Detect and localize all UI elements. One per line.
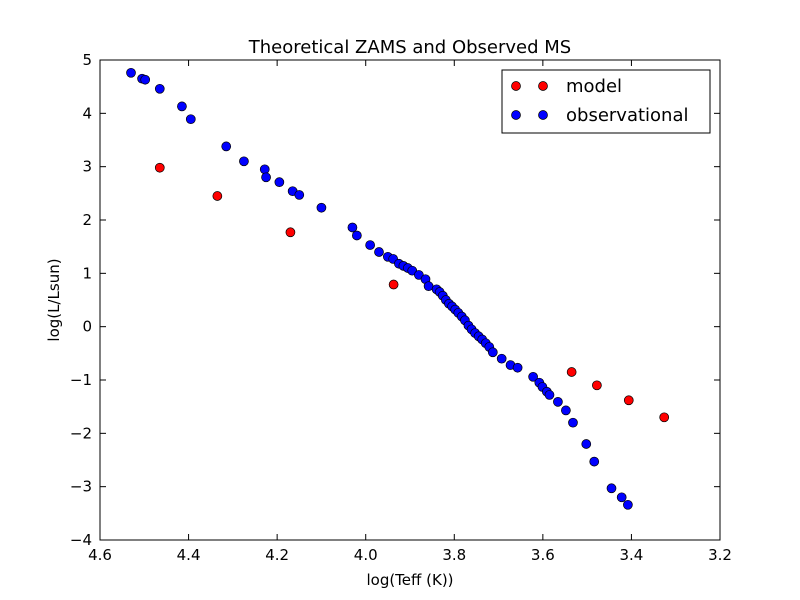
y-tick-label: 4: [82, 104, 92, 122]
data-point-observational: [239, 156, 249, 167]
data-point-observational: [623, 499, 633, 510]
data-point-observational: [496, 353, 507, 364]
y-tick-label: 0: [82, 318, 92, 336]
data-point-observational: [616, 492, 627, 503]
x-tick-label: 3.2: [708, 546, 732, 564]
x-axis-label: log(Teff (K)): [366, 571, 453, 589]
data-point-model: [623, 395, 634, 406]
data-point-observational: [589, 456, 600, 467]
data-point-observational: [606, 483, 617, 494]
data-point-observational: [528, 371, 538, 382]
data-point-observational: [581, 439, 592, 449]
data-point-model: [285, 227, 296, 238]
y-tick-label: 3: [82, 158, 92, 176]
x-tick-label: 4.4: [177, 546, 201, 564]
data-point-observational: [352, 230, 362, 241]
data-point-model: [154, 162, 165, 173]
y-tick-label: 1: [82, 264, 92, 282]
chart-title: Theoretical ZAMS and Observed MS: [248, 37, 571, 58]
x-tick-label: 4.2: [265, 546, 289, 564]
data-point-observational: [140, 74, 151, 85]
data-point-model: [592, 380, 602, 391]
data-point-observational: [347, 222, 358, 233]
data-point-observational: [261, 172, 271, 183]
data-point-observational: [221, 141, 232, 152]
legend-marker-model-1: [511, 81, 521, 91]
y-tick-label: −3: [70, 478, 92, 496]
data-point-model: [566, 367, 577, 377]
legend-label-observational: observational: [566, 105, 688, 126]
data-point-observational: [568, 417, 578, 428]
legend-marker-observational-2: [538, 110, 548, 120]
data-point-observational: [365, 240, 375, 250]
data-point-observational: [561, 405, 571, 416]
y-tick-label: 5: [82, 51, 92, 69]
legend-frame: [501, 69, 711, 134]
x-tick-label: 3.4: [619, 546, 643, 564]
x-tick-label: 3.8: [442, 546, 466, 564]
x-tick-label: 4.0: [354, 546, 378, 564]
plot-frame: [99, 59, 721, 541]
data-point-observational: [553, 397, 563, 407]
data-point-observational: [544, 390, 555, 400]
data-point-observational: [374, 247, 384, 257]
y-tick-label: −4: [70, 531, 92, 549]
x-tick-label: 3.6: [531, 546, 555, 564]
data-point-model: [659, 412, 670, 423]
legend: model observational: [501, 69, 711, 134]
data-point-observational: [316, 202, 327, 213]
y-tick-label: −1: [70, 371, 92, 389]
data-point-model: [212, 191, 223, 201]
data-point-observational: [274, 177, 285, 187]
data-point-observational: [512, 362, 523, 373]
y-tick-label: −2: [70, 424, 92, 442]
y-axis-label: log(L/Lsun): [45, 258, 63, 341]
legend-marker-observational-1: [511, 110, 521, 120]
data-point-observational: [259, 164, 270, 175]
plot-area: 4.6 4.4 4.2 4.0 3.8 3.6 3.4 3.2 5 4 3 2 1 0 −1 −2 −3 −4: [70, 51, 732, 564]
data-point-observational: [177, 101, 187, 112]
data-point-observational: [126, 67, 136, 78]
data-point-observational: [185, 114, 196, 125]
data-point-observational: [487, 347, 498, 358]
y-tick-label: 2: [82, 211, 92, 229]
legend-marker-model-2: [538, 81, 548, 91]
data-point-observational: [294, 190, 305, 200]
data-point-model: [388, 279, 399, 290]
data-point-observational: [154, 83, 165, 94]
legend-label-model: model: [566, 76, 622, 97]
x-tick-label: 4.6: [88, 546, 112, 564]
